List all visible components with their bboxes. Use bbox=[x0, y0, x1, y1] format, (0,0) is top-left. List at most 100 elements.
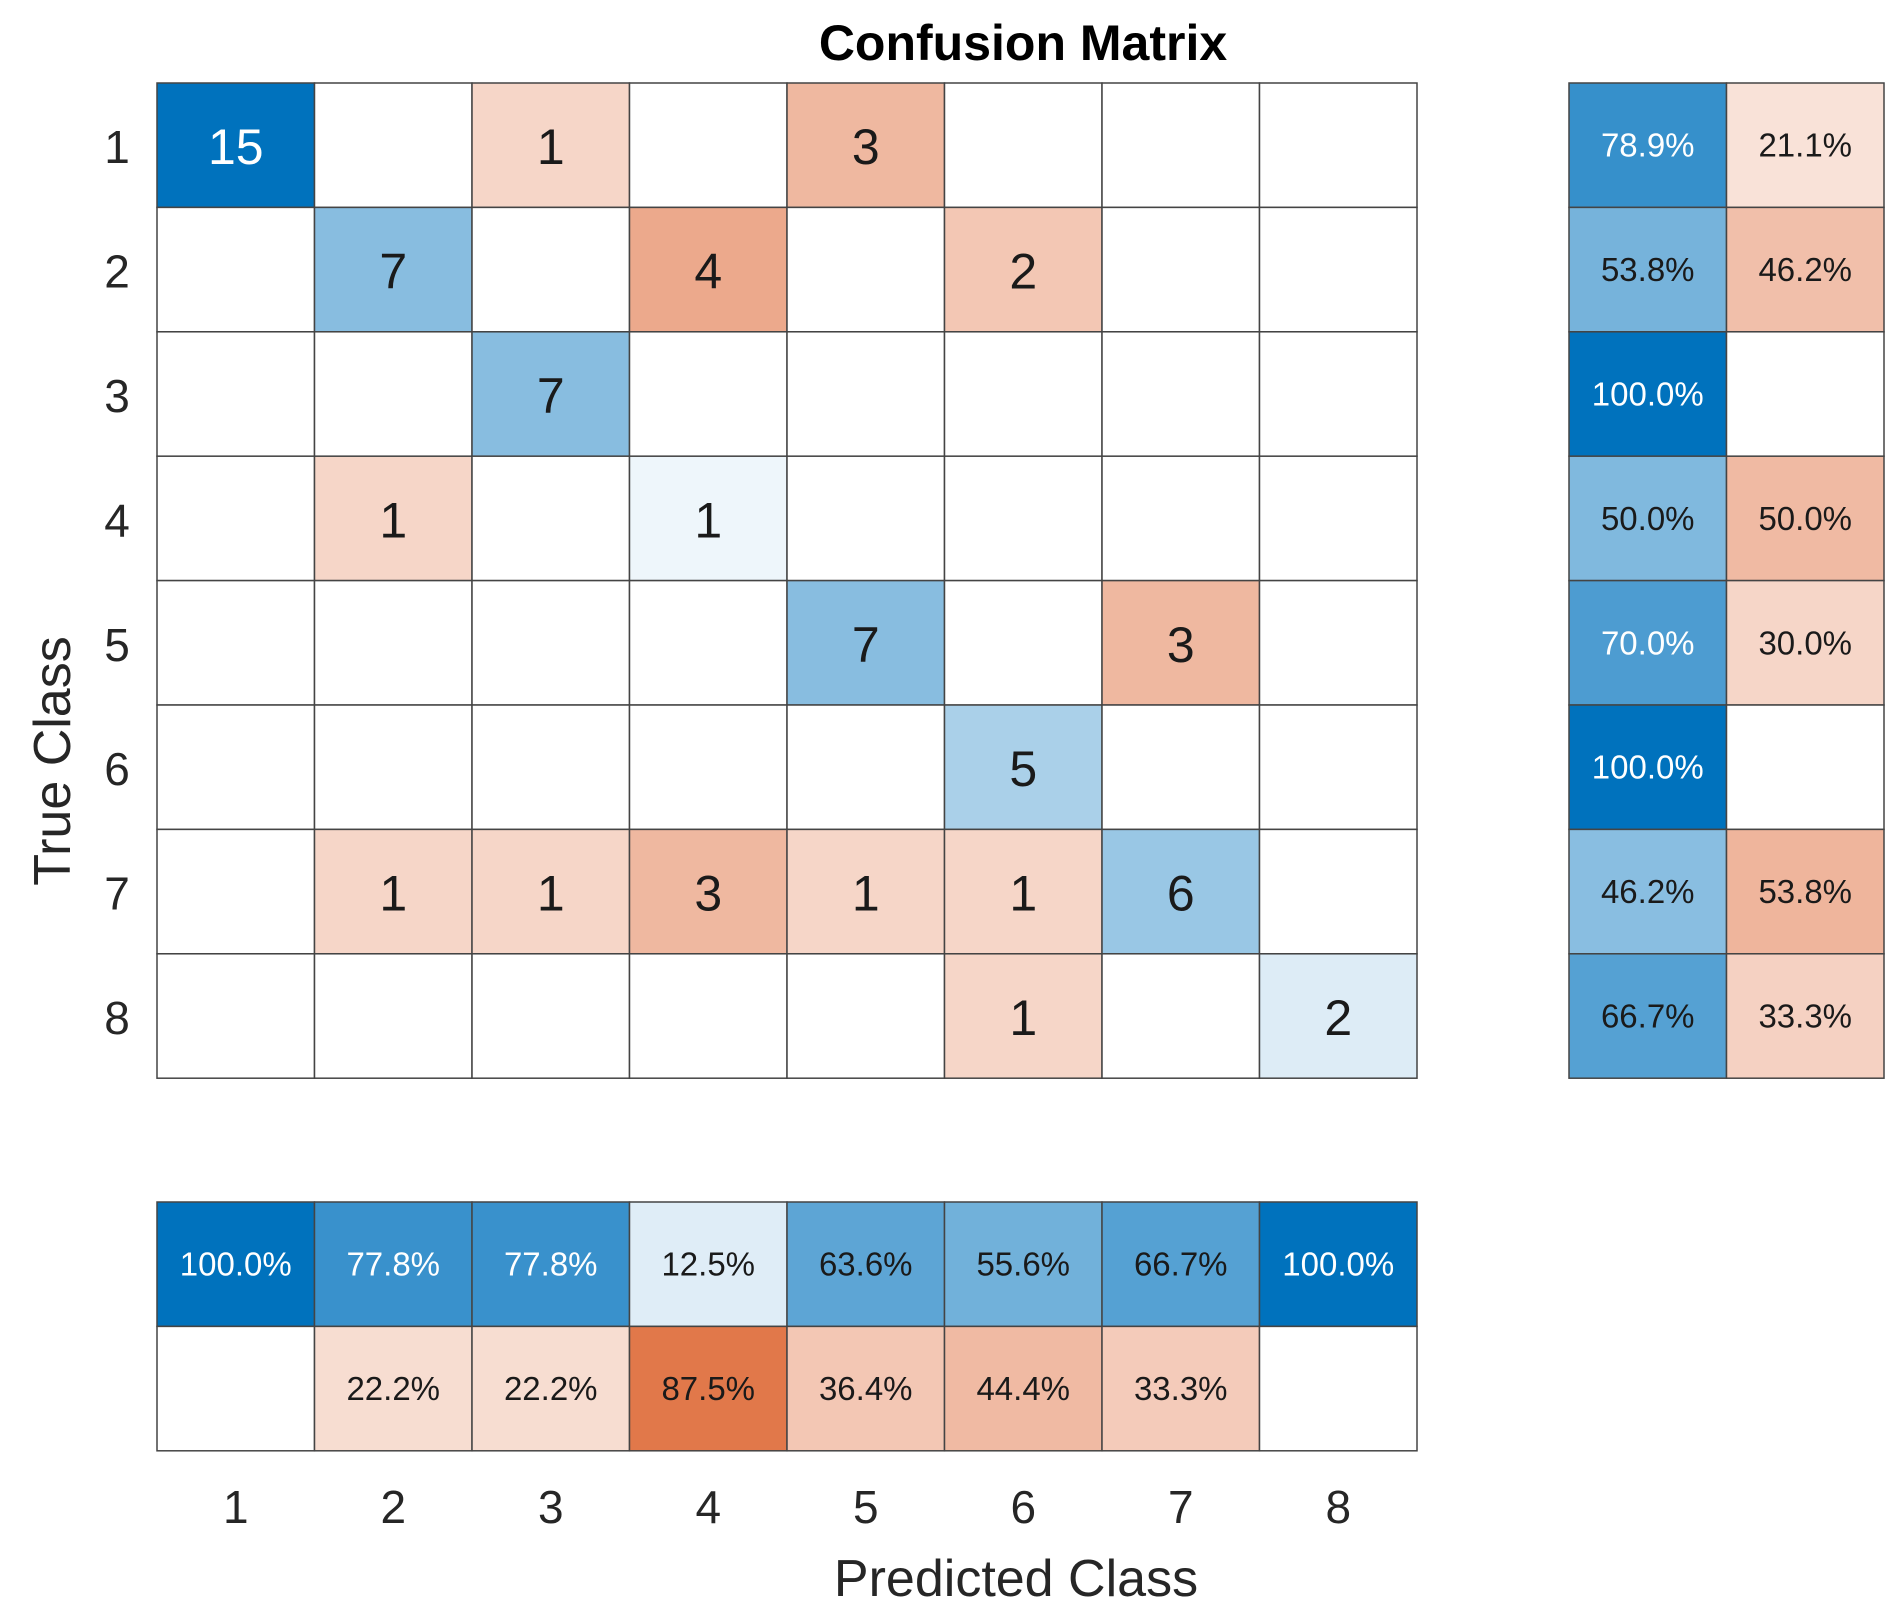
y-axis-label: True Class bbox=[24, 636, 82, 885]
row-summary-correct-cell bbox=[1568, 82, 1728, 209]
y-tick-label: 3 bbox=[104, 370, 130, 422]
row-summary-incorrect-cell bbox=[1725, 82, 1885, 209]
matrix-cell bbox=[943, 455, 1103, 582]
matrix-cell bbox=[313, 82, 473, 209]
column-summary-correct-cell bbox=[156, 1201, 316, 1328]
matrix-cell bbox=[943, 828, 1103, 955]
matrix-cell bbox=[943, 206, 1103, 333]
matrix-cell-count: 1 bbox=[694, 492, 722, 548]
column-summary-correct-cell bbox=[313, 1201, 473, 1328]
column-summary-correct-pct: 77.8% bbox=[346, 1246, 440, 1283]
matrix-cell-count: 6 bbox=[1167, 866, 1195, 922]
matrix-cell bbox=[1101, 704, 1261, 831]
matrix-cell bbox=[1258, 579, 1418, 706]
row-summary-incorrect-pct: 30.0% bbox=[1758, 624, 1852, 661]
row-summary-correct-cell bbox=[1568, 828, 1728, 955]
matrix-cell bbox=[1258, 953, 1418, 1079]
column-summary-incorrect-pct: 87.5% bbox=[661, 1370, 755, 1407]
matrix-cell-count: 1 bbox=[1009, 990, 1037, 1046]
x-tick-label: 1 bbox=[223, 1481, 249, 1533]
matrix-cell bbox=[1101, 455, 1261, 582]
matrix-cell bbox=[471, 579, 631, 706]
matrix-cell-count: 3 bbox=[852, 119, 880, 175]
row-summary-incorrect-cell bbox=[1725, 331, 1885, 457]
row-summary-incorrect-pct: 33.3% bbox=[1758, 998, 1852, 1035]
matrix-cell bbox=[628, 82, 788, 209]
row-summary-incorrect-pct: 50.0% bbox=[1758, 500, 1852, 537]
matrix-cell bbox=[786, 953, 946, 1079]
matrix-cell bbox=[786, 579, 946, 706]
matrix-cell bbox=[1101, 828, 1261, 955]
matrix-cell bbox=[943, 579, 1103, 706]
row-summary-incorrect-cell bbox=[1725, 206, 1885, 333]
matrix-cell-count: 1 bbox=[537, 119, 565, 175]
y-tick-label: 2 bbox=[104, 246, 130, 298]
y-tick-label: 8 bbox=[104, 992, 130, 1044]
matrix-cell-count: 15 bbox=[208, 119, 264, 175]
matrix-cell bbox=[471, 828, 631, 955]
column-summary-incorrect-cell bbox=[471, 1325, 631, 1452]
column-summary-incorrect-pct: 22.2% bbox=[504, 1370, 598, 1407]
matrix-cell bbox=[156, 82, 316, 209]
x-axis-label: Predicted Class bbox=[834, 1550, 1198, 1608]
column-summary-correct-cell bbox=[1101, 1201, 1261, 1328]
column-summary-correct-pct: 100.0% bbox=[1282, 1246, 1394, 1283]
matrix-cell bbox=[943, 953, 1103, 1079]
x-tick-label: 2 bbox=[380, 1481, 406, 1533]
matrix-cell bbox=[628, 331, 788, 457]
y-tick-label: 5 bbox=[104, 619, 130, 671]
row-summary-correct-pct: 53.8% bbox=[1601, 251, 1695, 288]
matrix-cell bbox=[471, 206, 631, 333]
column-summary-correct-pct: 63.6% bbox=[819, 1246, 913, 1283]
x-tick-label: 3 bbox=[538, 1481, 564, 1533]
matrix-cell bbox=[786, 704, 946, 831]
y-tick-label: 6 bbox=[104, 743, 130, 795]
y-tick-label: 4 bbox=[104, 494, 130, 546]
chart-title: Confusion Matrix bbox=[819, 15, 1228, 71]
column-summary-incorrect-pct: 22.2% bbox=[346, 1370, 440, 1407]
matrix-cell bbox=[628, 206, 788, 333]
matrix-cell bbox=[471, 82, 631, 209]
matrix-cell bbox=[313, 331, 473, 457]
column-summary-correct-pct: 77.8% bbox=[504, 1246, 598, 1283]
matrix-cell bbox=[313, 455, 473, 582]
matrix-cell bbox=[313, 704, 473, 831]
matrix-cell-count: 5 bbox=[1009, 741, 1037, 797]
y-tick-labels: 1 2 3 4 5 6 7 8 bbox=[104, 121, 130, 1044]
x-tick-label: 5 bbox=[853, 1481, 879, 1533]
column-summary-panel: 100.0% 77.8% 22.2% 77.8% 22.2% 12.5% 87.5% 63.6… bbox=[156, 1201, 1418, 1452]
row-summary-incorrect-cell bbox=[1725, 455, 1885, 582]
matrix-cell bbox=[786, 82, 946, 209]
column-summary-incorrect-cell bbox=[943, 1325, 1103, 1452]
column-summary-incorrect-cell bbox=[1101, 1325, 1261, 1452]
matrix-cell bbox=[156, 206, 316, 333]
column-summary-correct-cell bbox=[786, 1201, 946, 1328]
matrix-cell-count: 1 bbox=[379, 492, 407, 548]
matrix-cell bbox=[786, 206, 946, 333]
matrix-cell-count: 3 bbox=[1167, 617, 1195, 673]
matrix-cell bbox=[628, 579, 788, 706]
matrix-cell-count: 2 bbox=[1324, 990, 1352, 1046]
matrix-cell bbox=[156, 579, 316, 706]
matrix-cell bbox=[1258, 704, 1418, 831]
column-summary-correct-pct: 100.0% bbox=[180, 1246, 292, 1283]
matrix-cell-count: 7 bbox=[379, 244, 407, 300]
matrix-cell bbox=[156, 953, 316, 1079]
x-tick-label: 7 bbox=[1168, 1481, 1194, 1533]
matrix-cell-count: 1 bbox=[537, 866, 565, 922]
column-summary-incorrect-pct: 44.4% bbox=[976, 1370, 1070, 1407]
column-summary-correct-cell bbox=[1258, 1201, 1418, 1328]
row-summary-correct-pct: 50.0% bbox=[1601, 500, 1695, 537]
matrix-cell bbox=[628, 828, 788, 955]
matrix-cell bbox=[156, 828, 316, 955]
x-tick-label: 4 bbox=[695, 1481, 721, 1533]
matrix-cell-count: 1 bbox=[379, 866, 407, 922]
column-summary-correct-pct: 12.5% bbox=[661, 1246, 755, 1283]
column-summary-correct-pct: 66.7% bbox=[1134, 1246, 1228, 1283]
matrix-cell bbox=[943, 331, 1103, 457]
row-summary-incorrect-pct: 46.2% bbox=[1758, 251, 1852, 288]
matrix-cell bbox=[943, 704, 1103, 831]
matrix-cell-count: 1 bbox=[1009, 866, 1037, 922]
column-summary-incorrect-pct: 33.3% bbox=[1134, 1370, 1228, 1407]
